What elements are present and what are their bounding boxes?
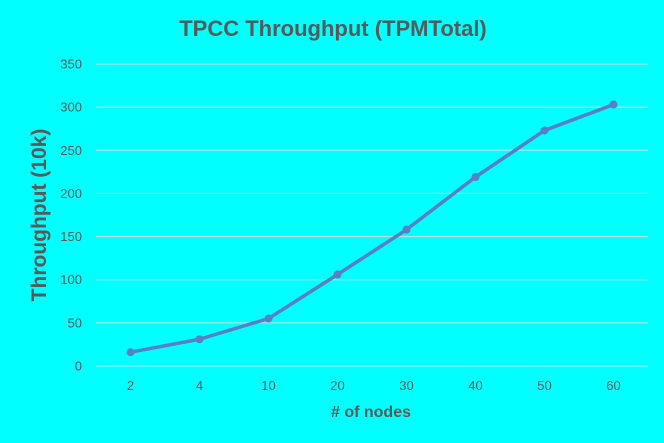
chart-title: TPCC Throughput (TPMTotal) bbox=[179, 16, 487, 41]
data-point-40 bbox=[471, 173, 480, 182]
x-tick-label: 40 bbox=[468, 378, 482, 393]
y-tick-label: 150 bbox=[60, 229, 82, 244]
data-point-60 bbox=[609, 100, 618, 109]
y-axis-ticks: 0 50 100 150 200 250 300 350 bbox=[60, 57, 82, 374]
gridlines bbox=[96, 63, 648, 367]
data-point-20 bbox=[333, 270, 342, 279]
data-point-30 bbox=[402, 225, 411, 234]
x-tick-label: 30 bbox=[399, 378, 413, 393]
x-tick-label: 2 bbox=[127, 378, 134, 393]
x-tick-label: 10 bbox=[261, 378, 275, 393]
y-axis-title: Throughput (10k) bbox=[28, 129, 51, 302]
y-tick-label: 100 bbox=[60, 272, 82, 287]
y-tick-label: 300 bbox=[60, 100, 82, 115]
x-tick-label: 20 bbox=[330, 378, 344, 393]
data-point-4 bbox=[195, 335, 204, 344]
x-tick-label: 60 bbox=[606, 378, 620, 393]
data-point-2 bbox=[126, 348, 135, 357]
y-tick-label: 350 bbox=[60, 57, 82, 72]
y-tick-label: 200 bbox=[60, 186, 82, 201]
y-tick-label: 0 bbox=[75, 359, 82, 374]
series-group bbox=[126, 100, 618, 357]
data-point-10 bbox=[264, 314, 273, 323]
series-line bbox=[128, 102, 616, 354]
x-tick-label: 50 bbox=[537, 378, 551, 393]
y-tick-label: 50 bbox=[68, 315, 82, 330]
x-axis-title: # of nodes bbox=[331, 404, 411, 421]
x-axis-ticks: 2 4 10 20 30 40 50 60 bbox=[127, 378, 621, 393]
x-tick-label: 4 bbox=[196, 378, 203, 393]
data-point-50 bbox=[540, 126, 549, 135]
y-tick-label: 250 bbox=[60, 143, 82, 158]
